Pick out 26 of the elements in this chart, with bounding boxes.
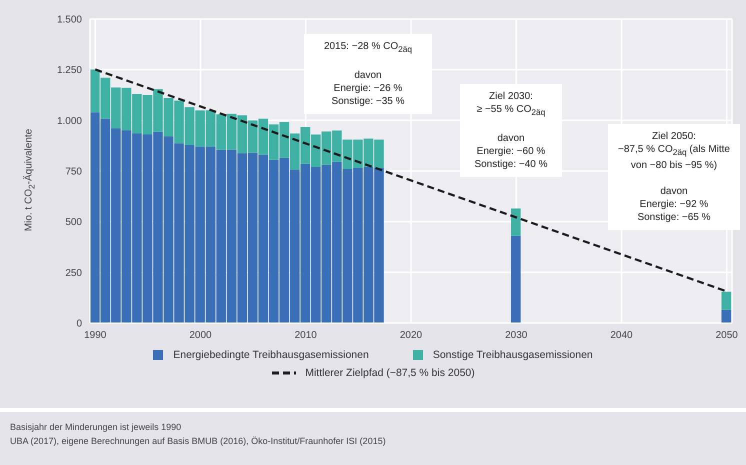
y-tick-label: 500 — [65, 217, 82, 228]
y-tick-label: 1.000 — [56, 116, 82, 127]
y-tick-label: 1.500 — [56, 14, 82, 26]
legend-label: Mittlerer Zielpfad (−87,5 % bis 2050) — [305, 367, 475, 379]
y-tick-label: 750 — [65, 166, 82, 178]
x-tick-label: 2000 — [189, 330, 212, 342]
bar — [510, 236, 521, 323]
x-tick-label: 2040 — [610, 330, 634, 342]
bar — [510, 208, 521, 236]
note-box: Ziel 2050: −87,5 % CO$_{2äq}$ (als Mitte von −80 bis −95 %) davon Energie: −92 % Sonstige: −65 % — [608, 124, 740, 230]
x-tick-label: 2030 — [505, 330, 528, 342]
bar — [721, 292, 732, 310]
y-tick-label: 1.250 — [56, 65, 82, 76]
legend-label: Energiebedingte Treibhausgasemissionen — [173, 349, 369, 361]
x-tick-label: 2050 — [716, 330, 738, 342]
y-tick-label: 0 — [76, 318, 82, 330]
text: Basisjahr der Minderungen ist jeweils 1990 — [10, 421, 182, 434]
legend-label: Sonstige Treibhausgasemissionen — [432, 349, 593, 361]
x-tick-label: 2020 — [400, 330, 423, 342]
bar — [721, 310, 732, 323]
note-box: 2015: −28 % CO$_{2äq}$ davon Energie: −26 % Sonstige: −35 % — [304, 34, 432, 114]
y-tick-label: 250 — [65, 268, 82, 279]
x-tick-label: 2010 — [294, 330, 318, 342]
text: UBA (2017), eigene Berechnungen auf Basis BMUB (2016), Öko-Institut/Fraunhofer ISI (2015) — [10, 435, 387, 448]
note-box: Ziel 2030: ≥ −55 % CO$_{2äq}$ davon Energie: −60 % Sonstige: −40 % — [460, 84, 562, 177]
x-tick-label: 1990 — [84, 330, 107, 342]
